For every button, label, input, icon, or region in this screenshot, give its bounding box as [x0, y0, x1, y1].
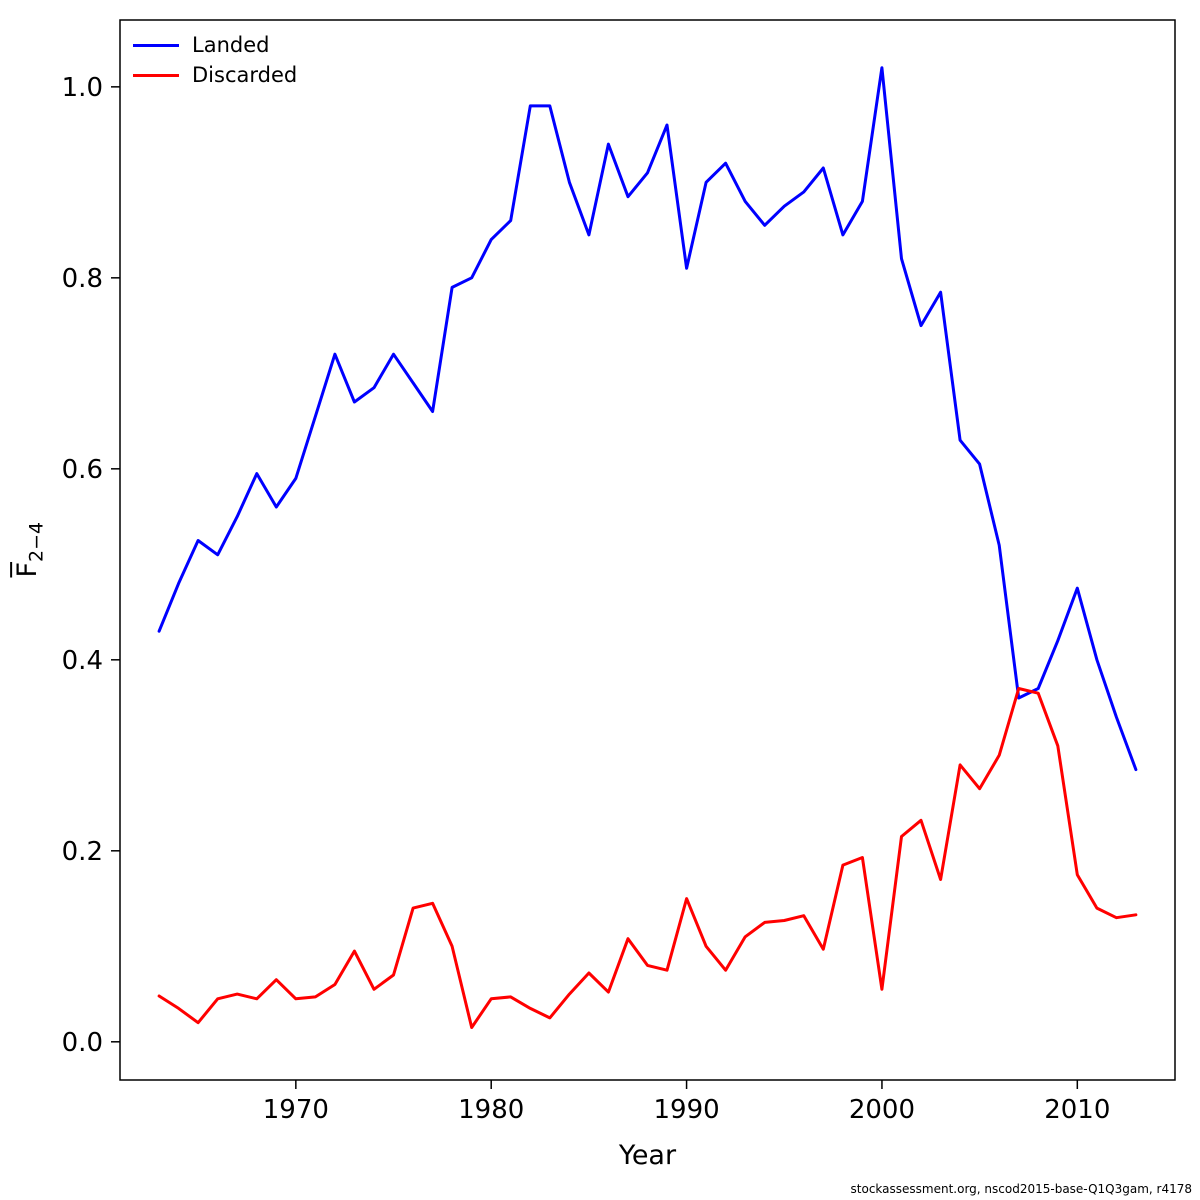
svg-text:0.2: 0.2: [62, 837, 103, 867]
svg-text:0.0: 0.0: [62, 1028, 103, 1058]
svg-text:2010: 2010: [1044, 1095, 1110, 1125]
legend-item-landed: Landed: [133, 33, 297, 57]
y-axis-label: F2−4: [12, 522, 47, 578]
svg-text:0.8: 0.8: [62, 264, 103, 294]
svg-text:1980: 1980: [458, 1095, 524, 1125]
y-axis-label-wrap: F2−4: [0, 20, 60, 1080]
legend-label-landed: Landed: [192, 33, 270, 57]
x-axis-label: Year: [618, 1140, 677, 1171]
svg-text:1.0: 1.0: [62, 73, 103, 103]
footer-attribution: stockassessment.org, nscod2015-base-Q1Q3…: [850, 1182, 1192, 1196]
svg-text:2000: 2000: [849, 1095, 915, 1125]
legend: Landed Discarded: [133, 33, 298, 88]
legend-item-discarded: Discarded: [133, 63, 298, 88]
y-axis-label-sub: 2−4: [25, 522, 48, 563]
landed-line-swatch: [133, 44, 179, 48]
y-axis-label-main: F: [12, 562, 44, 578]
svg-text:0.6: 0.6: [62, 455, 103, 485]
legend-label-discarded: Discarded: [192, 63, 298, 88]
svg-text:0.4: 0.4: [62, 646, 103, 676]
svg-text:1990: 1990: [653, 1095, 719, 1125]
svg-text:1970: 1970: [263, 1095, 329, 1125]
discarded-line-swatch: [133, 74, 179, 78]
